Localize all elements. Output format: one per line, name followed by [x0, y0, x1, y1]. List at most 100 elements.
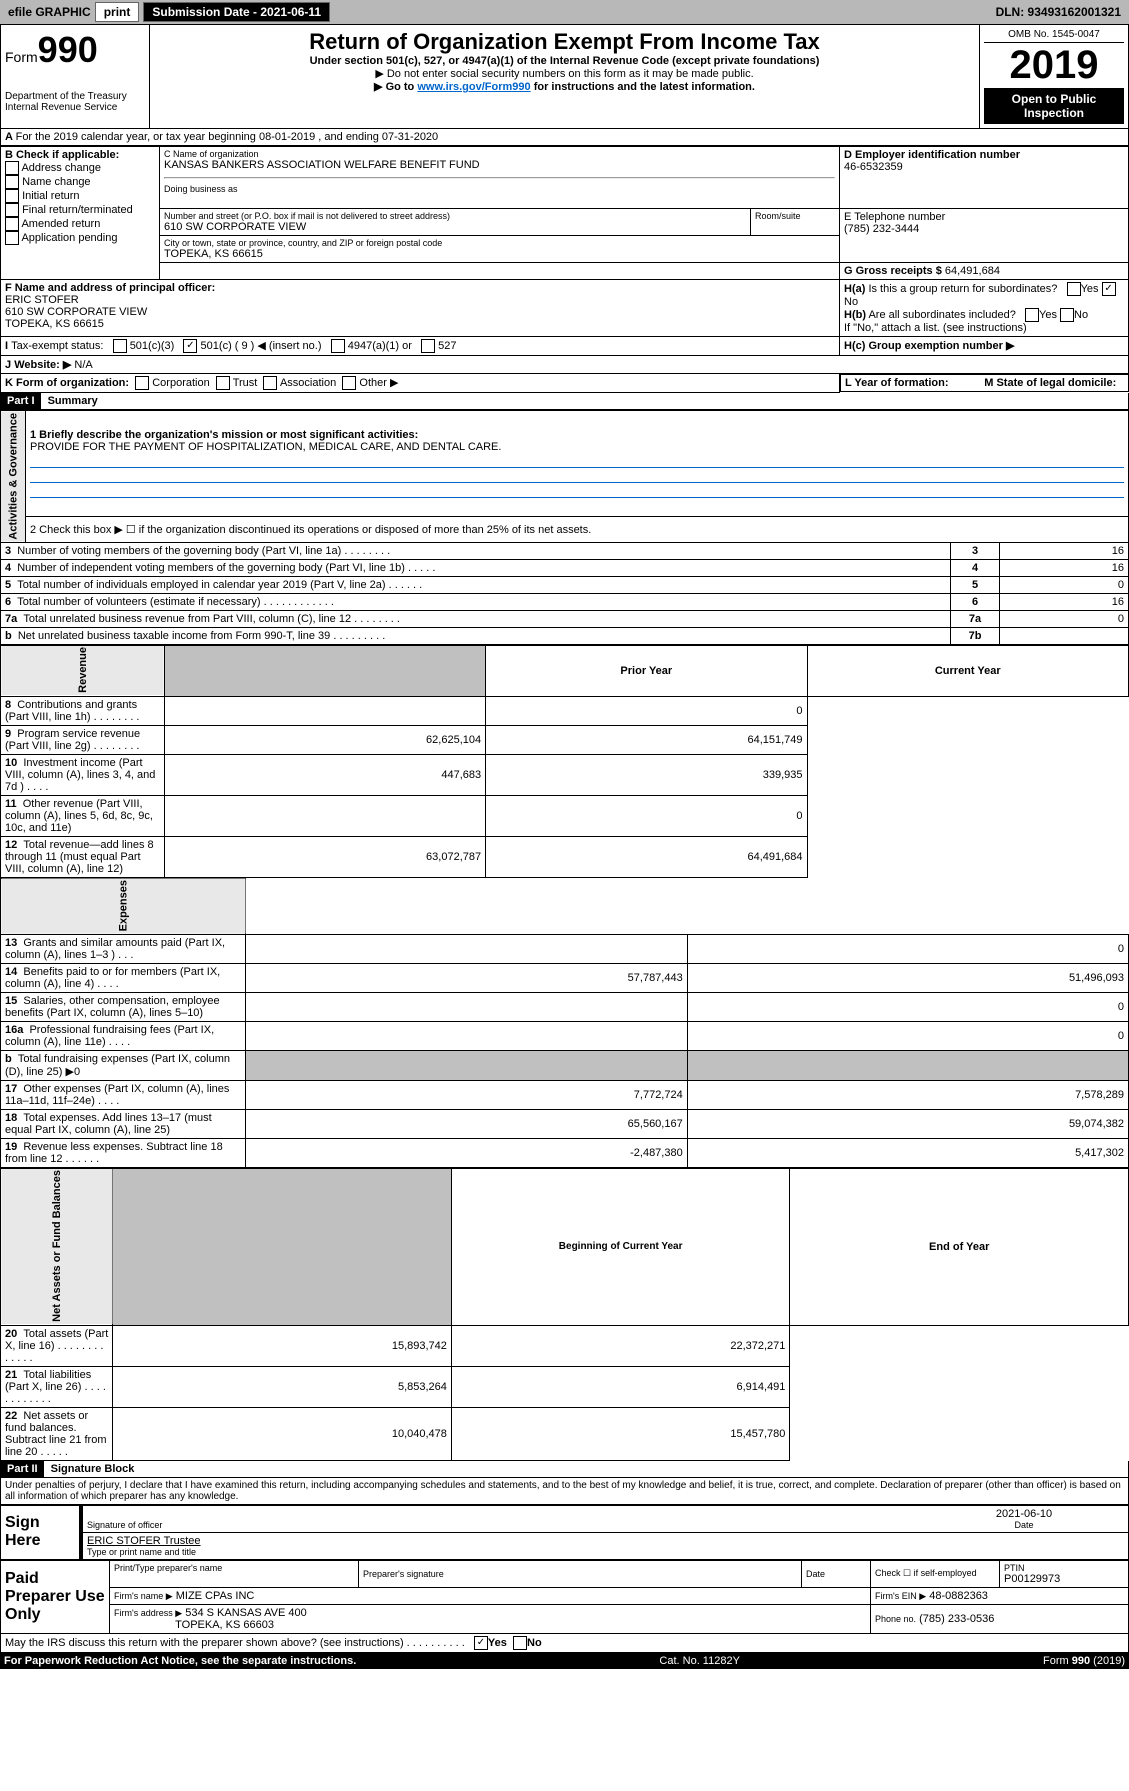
efile-label: efile GRAPHIC: [8, 5, 91, 19]
summary-table: Activities & Governance 1 Briefly descri…: [0, 410, 1129, 645]
firm-phone: (785) 233-0536: [919, 1613, 994, 1625]
dba-label: Doing business as: [164, 184, 835, 194]
form-number: 990: [38, 29, 98, 70]
checkbox-name-change[interactable]: [5, 175, 19, 189]
box-hc-label: H(c) Group exemption number ▶: [844, 340, 1014, 352]
irs-link[interactable]: www.irs.gov/Form990: [417, 81, 530, 93]
phone-value: (785) 232-3444: [844, 223, 1124, 235]
checkbox-ha-yes[interactable]: [1067, 282, 1081, 296]
sign-here: Sign Here: [1, 1505, 82, 1559]
city-label: City or town, state or province, country…: [164, 238, 835, 248]
gross-receipts: 64,491,684: [945, 265, 1000, 277]
type-name-label: Type or print name and title: [87, 1547, 1124, 1557]
checkbox-amended[interactable]: [5, 217, 19, 231]
street-label: Number and street (or P.O. box if mail i…: [164, 211, 746, 221]
subtitle-3: ▶ Go to www.irs.gov/Form990 for instruct…: [154, 80, 975, 93]
current-year-header: Current Year: [807, 645, 1128, 696]
dln-label: DLN: 93493162001321: [996, 5, 1121, 19]
omb-number: OMB No. 1545-0047: [984, 29, 1124, 43]
city-value: TOPEKA, KS 66615: [164, 248, 835, 260]
firm-addr2: TOPEKA, KS 66603: [175, 1619, 274, 1631]
begin-year-header: Beginning of Current Year: [451, 1168, 790, 1325]
checkbox-trust[interactable]: [216, 376, 230, 390]
room-label: Room/suite: [755, 211, 835, 221]
checkbox-hb-no[interactable]: [1060, 308, 1074, 322]
vert-netassets: Net Assets or Fund Balances: [1, 1168, 113, 1325]
checkbox-527[interactable]: [421, 339, 435, 353]
pra-notice: For Paperwork Reduction Act Notice, see …: [4, 1655, 356, 1667]
website-value: N/A: [74, 359, 92, 371]
declaration: Under penalties of perjury, I declare th…: [0, 1478, 1129, 1505]
box-c-name-label: C Name of organization: [164, 149, 835, 159]
preparer-table: Paid Preparer Use Only Print/Type prepar…: [0, 1560, 1129, 1634]
box-e-label: E Telephone number: [844, 211, 1124, 223]
part2-header: Part II: [1, 1461, 44, 1477]
box-g-label: G Gross receipts $: [844, 265, 942, 277]
discuss-label: May the IRS discuss this return with the…: [5, 1637, 465, 1649]
org-name: KANSAS BANKERS ASSOCIATION WELFARE BENEF…: [164, 159, 835, 171]
part1-title: Summary: [48, 395, 98, 407]
part2-title: Signature Block: [51, 1463, 135, 1475]
expenses-table: Expenses 13 Grants and similar amounts p…: [0, 878, 1129, 1168]
box-f-label: F Name and address of principal officer:: [5, 282, 835, 294]
form-footer: Form 990 (2019): [1043, 1655, 1125, 1667]
top-bar: efile GRAPHIC print Submission Date - 20…: [0, 0, 1129, 24]
checkbox-hb-yes[interactable]: [1025, 308, 1039, 322]
signature-table: Sign Here 2021-06-10 Signature of office…: [0, 1505, 1129, 1560]
form-header: Form990 Department of the TreasuryIntern…: [0, 24, 1129, 129]
officer-city: TOPEKA, KS 66615: [5, 318, 835, 330]
box-b-label: B Check if applicable:: [5, 149, 155, 161]
subtitle-2: ▶ Do not enter social security numbers o…: [154, 67, 975, 80]
submission-date: Submission Date - 2021-06-11: [143, 2, 330, 22]
end-year-header: End of Year: [790, 1168, 1129, 1325]
print-button[interactable]: print: [95, 2, 140, 22]
dept-treasury: Department of the TreasuryInternal Reven…: [5, 91, 145, 113]
part1-header: Part I: [1, 393, 41, 409]
paid-preparer: Paid Preparer Use Only: [1, 1560, 110, 1633]
tax-year: 2019: [984, 43, 1124, 88]
vert-governance: Activities & Governance: [1, 411, 26, 543]
cat-no: Cat. No. 11282Y: [659, 1655, 740, 1667]
sig-officer-label: Signature of officer: [87, 1520, 924, 1530]
checkbox-address-change[interactable]: [5, 161, 19, 175]
subtitle-1: Under section 501(c), 527, or 4947(a)(1)…: [154, 55, 975, 67]
box-l-label: L Year of formation:: [845, 377, 984, 389]
street-value: 610 SW CORPORATE VIEW: [164, 221, 746, 233]
firm-ein: 48-0882363: [929, 1590, 988, 1602]
checkbox-assoc[interactable]: [263, 376, 277, 390]
officer-street: 610 SW CORPORATE VIEW: [5, 306, 835, 318]
checkbox-501c[interactable]: ✓: [183, 339, 197, 353]
netassets-table: Net Assets or Fund Balances Beginning of…: [0, 1168, 1129, 1461]
sig-date: 2021-06-10: [924, 1508, 1124, 1520]
box-m-label: M State of legal domicile:: [984, 377, 1123, 389]
officer-name: ERIC STOFER: [5, 294, 835, 306]
box-d-label: D Employer identification number: [844, 149, 1124, 161]
checkbox-app-pending[interactable]: [5, 231, 19, 245]
ptin-value: P00129973: [1004, 1573, 1124, 1585]
line1-label: 1 Briefly describe the organization's mi…: [30, 429, 1124, 441]
checkbox-other[interactable]: [342, 376, 356, 390]
line2: 2 Check this box ▶ ☐ if the organization…: [26, 517, 1129, 543]
checkbox-discuss-yes[interactable]: ✓: [474, 1636, 488, 1650]
checkbox-corp[interactable]: [135, 376, 149, 390]
vert-revenue: Revenue: [1, 645, 165, 696]
hb-note: If "No," attach a list. (see instruction…: [844, 322, 1124, 334]
form-prefix: Form: [5, 49, 38, 65]
checkbox-ha-no[interactable]: ✓: [1102, 282, 1116, 296]
officer-name-title: ERIC STOFER Trustee: [87, 1535, 1124, 1547]
revenue-table: Revenue Prior Year Current Year 8 Contri…: [0, 645, 1129, 878]
checkbox-501c3[interactable]: [113, 339, 127, 353]
vert-expenses: Expenses: [1, 878, 246, 934]
checkbox-discuss-no[interactable]: [513, 1636, 527, 1650]
checkbox-initial-return[interactable]: [5, 189, 19, 203]
tax-period: A For the 2019 calendar year, or tax yea…: [0, 129, 1129, 146]
mission-text: PROVIDE FOR THE PAYMENT OF HOSPITALIZATI…: [30, 441, 1124, 453]
open-public: Open to Public Inspection: [984, 88, 1124, 124]
checkbox-final-return[interactable]: [5, 203, 19, 217]
main-title: Return of Organization Exempt From Incom…: [154, 29, 975, 55]
prior-year-header: Prior Year: [486, 645, 807, 696]
org-info-table: B Check if applicable: Address change Na…: [0, 146, 1129, 393]
firm-addr1: 534 S KANSAS AVE 400: [185, 1607, 306, 1619]
footer: For Paperwork Reduction Act Notice, see …: [0, 1653, 1129, 1669]
checkbox-4947[interactable]: [331, 339, 345, 353]
